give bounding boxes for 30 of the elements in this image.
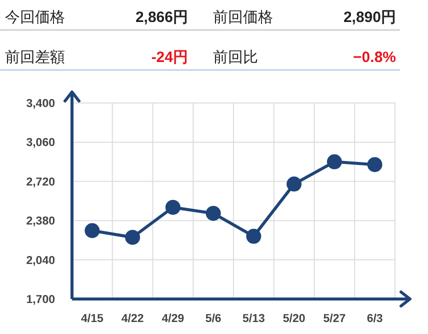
y-tick-label: 3,060 <box>26 137 55 150</box>
text: −0.8% <box>353 49 396 66</box>
x-tick-label: 5/13 <box>242 313 265 325</box>
x-tick-label: 5/27 <box>323 313 346 325</box>
point <box>165 200 180 215</box>
point <box>84 223 100 238</box>
x-tick-label: 4/22 <box>121 313 144 325</box>
text: 今回価格 <box>5 9 65 26</box>
x-tick-label: 4/15 <box>80 313 104 325</box>
point <box>286 176 302 192</box>
text: 2,890円 <box>343 9 396 26</box>
x-tick-label: 4/29 <box>162 313 184 325</box>
point <box>326 154 342 170</box>
text: 2,866円 <box>135 9 188 26</box>
point <box>367 157 382 172</box>
y-tick-label: 1,700 <box>26 294 55 306</box>
text: 前回価格 <box>213 9 273 26</box>
text: 前回比 <box>213 49 258 66</box>
y-tick-label: 2,040 <box>26 254 55 267</box>
y-tick-label: 3,400 <box>26 98 55 110</box>
point <box>206 206 221 221</box>
point <box>246 228 262 244</box>
x-tick-label: 5/20 <box>282 313 306 325</box>
text: -24円 <box>151 49 188 66</box>
x-tick-label: 6/3 <box>366 313 383 325</box>
y-tick-label: 2,380 <box>26 216 55 228</box>
x-tick-label: 5/6 <box>205 313 222 325</box>
text: 前回差額 <box>5 49 65 66</box>
point <box>125 230 140 245</box>
y-tick-label: 2,720 <box>26 176 55 188</box>
